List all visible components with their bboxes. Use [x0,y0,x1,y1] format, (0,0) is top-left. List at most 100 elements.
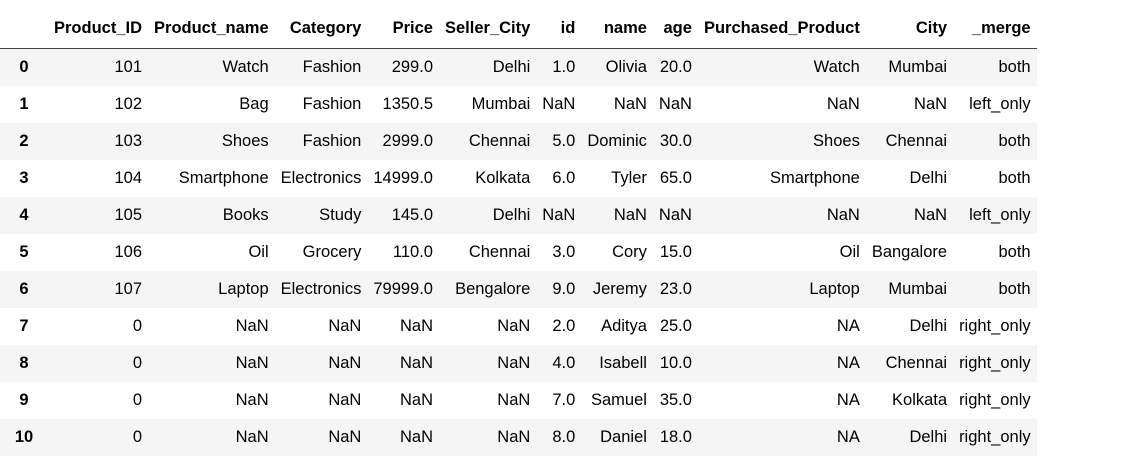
row-index: 3 [19,169,29,187]
table-cell: NaN [399,317,433,335]
row-index: 9 [19,391,29,409]
table-cell: NaN [497,317,531,335]
table-cell: NaN [497,428,531,446]
column-header: name [581,8,653,49]
table-cell: NaN [235,428,269,446]
table-cell: Electronics [280,280,362,298]
table-cell: 107 [114,280,143,298]
table-cell: Oil [839,243,860,261]
table-header: Product_ID Product_name Category Price Selle… [0,8,1037,49]
table-cell: Delhi [909,428,948,446]
table-cell: NaN [497,391,531,409]
table-cell: Mumbai [471,95,531,113]
table-cell: Mumbai [888,280,948,298]
table-cell: 23.0 [659,280,692,298]
table-cell: 1.0 [552,58,576,76]
table-cell: Delhi [909,317,948,335]
table-cell: Study [319,206,362,224]
column-header: City [865,8,954,49]
table-cell: Bag [239,95,269,113]
row-index: 1 [19,95,29,113]
table-cell: both [998,243,1031,261]
table-cell: NaN [914,206,948,224]
table-cell: 102 [114,95,143,113]
table-cell: 1350.5 [382,95,433,113]
table-cell: 3.0 [552,243,576,261]
table-row: 9 0 NaN NaN NaN NaN 7.0 Samuel 35.0 NA Kolkata righ… [0,382,1037,419]
table-cell: Dominic [587,132,647,150]
table-cell: Bangalore [871,243,948,261]
table-cell: 2999.0 [382,132,433,150]
table-cell: NA [836,354,860,372]
table-cell: Fashion [302,95,362,113]
table-cell: Chennai [468,132,531,150]
table-body: 0 101 Watch Fashion 299.0 Delhi 1.0 Olivia 20.0 W… [0,48,1037,456]
table-row: 1 102 Bag Fashion 1350.5 Mumbai NaN NaN NaN NaN Na… [0,86,1037,123]
table-cell: NA [836,317,860,335]
table-cell: Jeremy [592,280,647,298]
table-cell: Shoes [221,132,269,150]
table-cell: Electronics [280,169,362,187]
table-cell: 0 [132,317,143,335]
table-cell: right_only [959,354,1031,372]
table-cell: Fashion [302,132,362,150]
table-cell: Watch [813,58,860,76]
table-cell: Delhi [492,58,531,76]
table-cell: NA [836,428,860,446]
table-cell: right_only [959,317,1031,335]
row-index: 8 [19,354,29,372]
column-header: Product_ID [48,8,149,49]
table-cell: 103 [114,132,143,150]
column-header: Seller_City [439,8,537,49]
table-cell: Isabell [599,354,647,372]
table-cell: NaN [328,317,362,335]
table-cell: Cory [612,243,647,261]
table-cell: 101 [114,58,143,76]
table-cell: NaN [328,354,362,372]
table-cell: NaN [826,95,860,113]
row-index: 6 [19,280,29,298]
table-cell: both [998,280,1031,298]
table-cell: 7.0 [552,391,576,409]
table-cell: Kolkata [475,169,531,187]
table-cell: 25.0 [659,317,692,335]
table-cell: Delhi [909,169,948,187]
table-cell: Smartphone [769,169,860,187]
table-cell: NaN [542,95,576,113]
table-cell: NaN [613,206,647,224]
dataframe-table: Product_ID Product_name Category Price Selle… [0,8,1037,456]
table-cell: right_only [959,428,1031,446]
table-cell: Kolkata [892,391,948,409]
table-cell: 110.0 [392,243,433,261]
table-cell: both [998,169,1031,187]
table-cell: NaN [399,354,433,372]
row-index: 4 [19,206,29,224]
table-row: 6 107 Laptop Electronics 79999.0 Bengalore 9.0… [0,271,1037,308]
table-cell: right_only [959,391,1031,409]
table-cell: NA [836,391,860,409]
table-cell: NaN [497,354,531,372]
table-cell: Delhi [492,206,531,224]
table-cell: NaN [328,391,362,409]
table-cell: Fashion [302,58,362,76]
header-row: Product_ID Product_name Category Price Selle… [0,8,1037,49]
column-header: _merge [953,8,1037,49]
table-cell: 79999.0 [373,280,433,298]
table-cell: NaN [542,206,576,224]
table-row: 4 105 Books Study 145.0 Delhi NaN NaN NaN NaN NaN l… [0,197,1037,234]
table-cell: Tyler [611,169,647,187]
table-cell: 65.0 [659,169,692,187]
table-cell: 145.0 [391,206,433,224]
table-cell: 8.0 [552,428,576,446]
table-cell: NaN [658,206,692,224]
table-cell: 6.0 [552,169,576,187]
column-header: Price [367,8,439,49]
table-cell: 9.0 [552,280,576,298]
table-cell: 2.0 [552,317,576,335]
row-index: 10 [14,428,34,446]
table-cell: Oil [248,243,269,261]
table-cell: 0 [132,391,143,409]
table-cell: Chennai [468,243,531,261]
table-cell: NaN [399,428,433,446]
